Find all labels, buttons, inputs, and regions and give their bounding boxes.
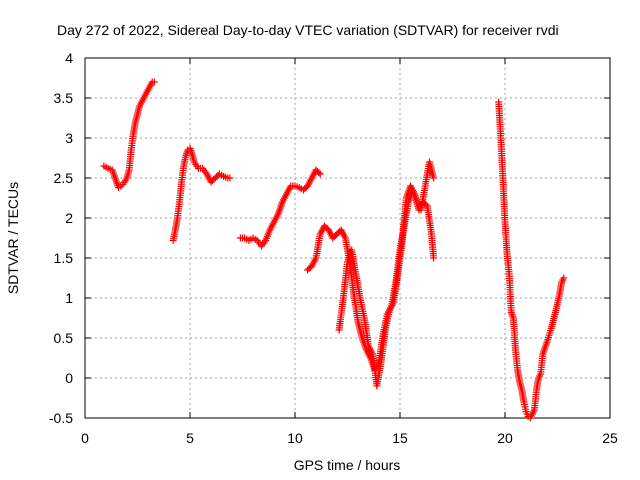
- axis-ticks: [84, 57, 611, 419]
- y-tick-label: 2.5: [54, 170, 74, 186]
- data-point: [430, 174, 438, 182]
- x-axis-label: GPS time / hours: [294, 457, 401, 473]
- data-series: [100, 78, 568, 422]
- data-point: [150, 78, 158, 86]
- y-tick-label: 2: [65, 210, 73, 226]
- chart-title: Day 272 of 2022, Sidereal Day-to-day VTE…: [57, 22, 559, 38]
- x-tick-labels: 0 5 10 15 20 25: [81, 430, 618, 446]
- x-tick-label: 10: [287, 430, 303, 446]
- y-tick-label: 1: [65, 290, 73, 306]
- x-tick-label: 20: [497, 430, 513, 446]
- y-tick-label: 0: [65, 370, 73, 386]
- y-tick-label: -0.5: [49, 410, 73, 426]
- data-point: [422, 201, 430, 209]
- y-tick-label: 0.5: [54, 330, 74, 346]
- y-tick-label: 3.5: [54, 90, 74, 106]
- data-point: [226, 174, 234, 182]
- y-tick-label: 4: [65, 50, 73, 66]
- data-point: [315, 169, 323, 177]
- data-point: [430, 254, 438, 262]
- x-tick-label: 25: [602, 430, 618, 446]
- y-axis-label: SDTVAR / TECUs: [5, 182, 21, 294]
- y-tick-label: 1.5: [54, 250, 74, 266]
- x-tick-label: 15: [392, 430, 408, 446]
- data-point: [560, 274, 568, 282]
- x-tick-label: 5: [186, 430, 194, 446]
- y-tick-labels: -0.5 0 0.5 1 1.5 2 2.5 3 3.5 4: [49, 50, 73, 426]
- plot-frame: [84, 57, 611, 419]
- y-tick-label: 3: [65, 130, 73, 146]
- data-point: [316, 170, 324, 178]
- x-tick-label: 0: [81, 430, 89, 446]
